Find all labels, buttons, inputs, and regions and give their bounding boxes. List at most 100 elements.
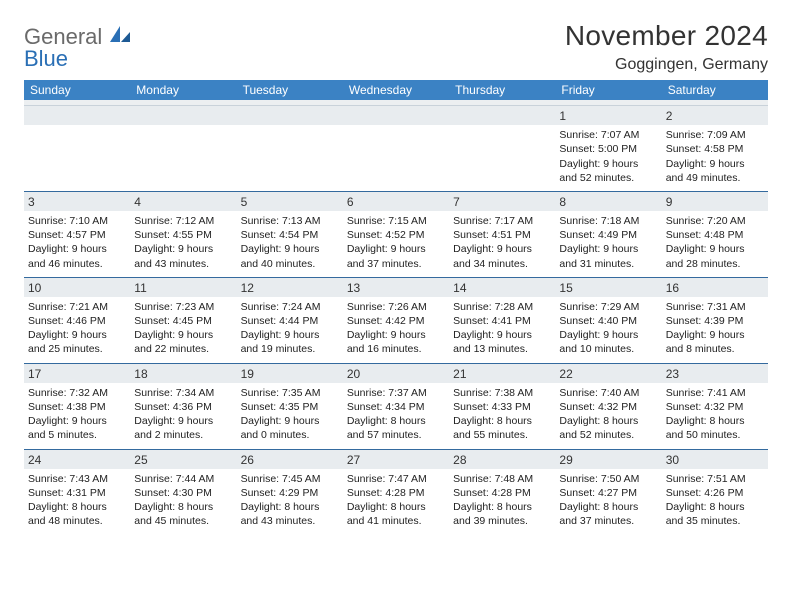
daylight-text: Daylight: 9 hours [241,242,339,256]
empty-day-number [237,106,343,125]
daylight-text: and 39 minutes. [453,514,551,528]
daylight-text: and 25 minutes. [28,342,126,356]
sunset-text: Sunset: 4:33 PM [453,400,551,414]
empty-day-cell [130,106,236,191]
sunrise-text: Sunrise: 7:51 AM [666,472,764,486]
daylight-text: and 8 minutes. [666,342,764,356]
daylight-text: and 34 minutes. [453,257,551,271]
day-cell: 30Sunrise: 7:51 AMSunset: 4:26 PMDayligh… [662,450,768,535]
day-number: 18 [130,364,236,383]
sunrise-text: Sunrise: 7:23 AM [134,300,232,314]
daylight-text: and 37 minutes. [559,514,657,528]
daylight-text: Daylight: 9 hours [666,157,764,171]
daylight-text: Daylight: 8 hours [241,500,339,514]
daylight-text: and 43 minutes. [241,514,339,528]
daylight-text: and 40 minutes. [241,257,339,271]
day-number: 3 [24,192,130,211]
day-number: 22 [555,364,661,383]
sunset-text: Sunset: 4:40 PM [559,314,657,328]
daylight-text: and 48 minutes. [28,514,126,528]
sunset-text: Sunset: 4:54 PM [241,228,339,242]
weekday-header: Thursday [449,80,555,100]
day-cell: 13Sunrise: 7:26 AMSunset: 4:42 PMDayligh… [343,278,449,363]
daylight-text: and 52 minutes. [559,428,657,442]
week-row: 17Sunrise: 7:32 AMSunset: 4:38 PMDayligh… [24,363,768,449]
day-number: 8 [555,192,661,211]
day-cell: 27Sunrise: 7:47 AMSunset: 4:28 PMDayligh… [343,450,449,535]
daylight-text: and 19 minutes. [241,342,339,356]
day-cell: 16Sunrise: 7:31 AMSunset: 4:39 PMDayligh… [662,278,768,363]
sunset-text: Sunset: 4:57 PM [28,228,126,242]
day-number: 23 [662,364,768,383]
daylight-text: Daylight: 8 hours [453,500,551,514]
weekday-header: Monday [130,80,236,100]
sunset-text: Sunset: 4:38 PM [28,400,126,414]
sunrise-text: Sunrise: 7:43 AM [28,472,126,486]
title-block: November 2024 Goggingen, Germany [565,20,768,74]
empty-day-cell [24,106,130,191]
sunrise-text: Sunrise: 7:13 AM [241,214,339,228]
weekday-header: Sunday [24,80,130,100]
daylight-text: Daylight: 8 hours [559,414,657,428]
daylight-text: Daylight: 9 hours [347,242,445,256]
sunset-text: Sunset: 4:42 PM [347,314,445,328]
daylight-text: Daylight: 9 hours [28,328,126,342]
sunset-text: Sunset: 4:46 PM [28,314,126,328]
day-number: 12 [237,278,343,297]
daylight-text: and 41 minutes. [347,514,445,528]
day-cell: 26Sunrise: 7:45 AMSunset: 4:29 PMDayligh… [237,450,343,535]
day-cell: 10Sunrise: 7:21 AMSunset: 4:46 PMDayligh… [24,278,130,363]
weekday-header: Tuesday [237,80,343,100]
day-number: 1 [555,106,661,125]
sunset-text: Sunset: 4:52 PM [347,228,445,242]
sunset-text: Sunset: 4:49 PM [559,228,657,242]
sunrise-text: Sunrise: 7:07 AM [559,128,657,142]
sunrise-text: Sunrise: 7:38 AM [453,386,551,400]
week-row: 10Sunrise: 7:21 AMSunset: 4:46 PMDayligh… [24,277,768,363]
daylight-text: Daylight: 9 hours [134,414,232,428]
day-cell: 17Sunrise: 7:32 AMSunset: 4:38 PMDayligh… [24,364,130,449]
daylight-text: and 50 minutes. [666,428,764,442]
empty-day-number [24,106,130,125]
month-title: November 2024 [565,20,768,52]
sunrise-text: Sunrise: 7:41 AM [666,386,764,400]
day-cell: 6Sunrise: 7:15 AMSunset: 4:52 PMDaylight… [343,192,449,277]
daylight-text: and 13 minutes. [453,342,551,356]
daylight-text: and 22 minutes. [134,342,232,356]
day-cell: 14Sunrise: 7:28 AMSunset: 4:41 PMDayligh… [449,278,555,363]
sunrise-text: Sunrise: 7:24 AM [241,300,339,314]
day-cell: 18Sunrise: 7:34 AMSunset: 4:36 PMDayligh… [130,364,236,449]
empty-day-number [130,106,236,125]
sunrise-text: Sunrise: 7:35 AM [241,386,339,400]
day-cell: 20Sunrise: 7:37 AMSunset: 4:34 PMDayligh… [343,364,449,449]
sunset-text: Sunset: 4:28 PM [453,486,551,500]
day-cell: 24Sunrise: 7:43 AMSunset: 4:31 PMDayligh… [24,450,130,535]
sunset-text: Sunset: 4:41 PM [453,314,551,328]
daylight-text: Daylight: 8 hours [134,500,232,514]
day-cell: 28Sunrise: 7:48 AMSunset: 4:28 PMDayligh… [449,450,555,535]
sunset-text: Sunset: 4:39 PM [666,314,764,328]
day-number: 6 [343,192,449,211]
day-cell: 11Sunrise: 7:23 AMSunset: 4:45 PMDayligh… [130,278,236,363]
daylight-text: and 52 minutes. [559,171,657,185]
day-number: 15 [555,278,661,297]
sunrise-text: Sunrise: 7:34 AM [134,386,232,400]
daylight-text: and 37 minutes. [347,257,445,271]
daylight-text: and 16 minutes. [347,342,445,356]
daylight-text: and 35 minutes. [666,514,764,528]
sunset-text: Sunset: 5:00 PM [559,142,657,156]
sunrise-text: Sunrise: 7:45 AM [241,472,339,486]
daylight-text: Daylight: 8 hours [453,414,551,428]
day-cell: 19Sunrise: 7:35 AMSunset: 4:35 PMDayligh… [237,364,343,449]
logo-text: General Blue [24,24,132,70]
sunset-text: Sunset: 4:55 PM [134,228,232,242]
daylight-text: Daylight: 9 hours [241,328,339,342]
daylight-text: Daylight: 9 hours [559,328,657,342]
day-cell: 25Sunrise: 7:44 AMSunset: 4:30 PMDayligh… [130,450,236,535]
daylight-text: and 49 minutes. [666,171,764,185]
daylight-text: and 5 minutes. [28,428,126,442]
sunset-text: Sunset: 4:58 PM [666,142,764,156]
sunset-text: Sunset: 4:31 PM [28,486,126,500]
sunrise-text: Sunrise: 7:32 AM [28,386,126,400]
day-cell: 21Sunrise: 7:38 AMSunset: 4:33 PMDayligh… [449,364,555,449]
